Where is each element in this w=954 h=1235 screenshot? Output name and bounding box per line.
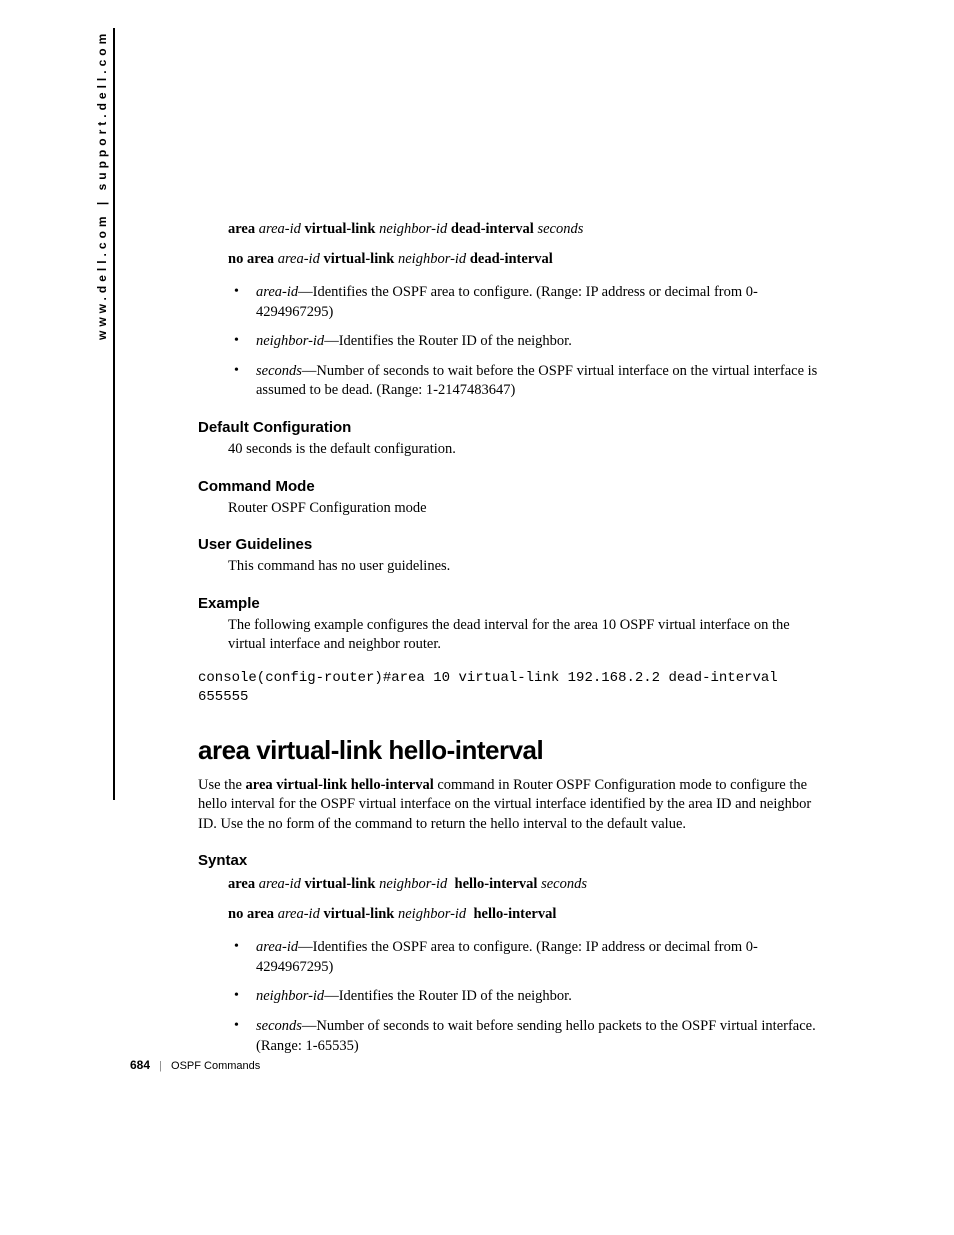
param-desc: —Identifies the OSPF area to configure. … [256, 284, 758, 320]
syntax-head: Syntax [198, 852, 823, 869]
example-body: The following example configures the dea… [228, 616, 823, 655]
arg-seconds-2: seconds [541, 876, 587, 892]
param-term: neighbor-id [256, 988, 324, 1004]
param-term: neighbor-id [256, 333, 324, 349]
arg-neighbor-id-2-no: neighbor-id [398, 906, 466, 922]
footer-section: OSPF Commands [171, 1060, 260, 1072]
syntax-line-2: area area-id virtual-link neighbor-id he… [228, 875, 823, 895]
page-content: area area-id virtual-link neighbor-id de… [198, 220, 823, 1074]
intro-bold: area virtual-link hello-interval [246, 777, 434, 793]
kw-area-2: area [228, 876, 255, 892]
param-term: area-id [256, 939, 298, 955]
param-desc: —Identifies the Router ID of the neighbo… [324, 988, 572, 1004]
arg-area-id-2-no: area-id [278, 906, 320, 922]
page-footer: 684 | OSPF Commands [130, 1058, 260, 1072]
kw-hello-no: hello-interval [473, 906, 556, 922]
param-term: seconds [256, 1018, 302, 1034]
user-guidelines-head: User Guidelines [198, 536, 823, 553]
command-mode-body: Router OSPF Configuration mode [228, 499, 823, 519]
param-desc: —Identifies the Router ID of the neighbo… [324, 333, 572, 349]
arg-seconds: seconds [537, 221, 583, 237]
default-config-body: 40 seconds is the default configuration. [228, 440, 823, 460]
param-item: seconds—Number of seconds to wait before… [228, 362, 823, 401]
arg-neighbor-id-no: neighbor-id [398, 251, 466, 267]
kw-no-area-2: no area [228, 906, 274, 922]
param-desc: —Identifies the OSPF area to configure. … [256, 939, 758, 975]
kw-vlink-no: virtual-link [323, 251, 394, 267]
kw-no-area: no area [228, 251, 274, 267]
example-head: Example [198, 595, 823, 612]
page-number: 684 [130, 1058, 150, 1072]
param-item: seconds—Number of seconds to wait before… [228, 1017, 823, 1056]
intro-pre: Use the [198, 777, 246, 793]
syntax-line-1: area area-id virtual-link neighbor-id de… [228, 220, 823, 240]
params-list-1: area-id—Identifies the OSPF area to conf… [228, 283, 823, 401]
arg-area-id-no: area-id [278, 251, 320, 267]
user-guidelines-body: This command has no user guidelines. [228, 557, 823, 577]
param-item: neighbor-id—Identifies the Router ID of … [228, 987, 823, 1007]
kw-vlink-2: virtual-link [305, 876, 376, 892]
command-intro: Use the area virtual-link hello-interval… [198, 776, 823, 835]
side-url: www.dell.com | support.dell.com [95, 30, 109, 340]
param-item: neighbor-id—Identifies the Router ID of … [228, 332, 823, 352]
arg-area-id-2: area-id [259, 876, 301, 892]
arg-area-id: area-id [259, 221, 301, 237]
kw-dead: dead-interval [451, 221, 534, 237]
param-term: seconds [256, 363, 302, 379]
param-desc: —Number of seconds to wait before the OS… [256, 363, 817, 399]
syntax-line-1-no: no area area-id virtual-link neighbor-id… [228, 250, 823, 270]
default-config-head: Default Configuration [198, 419, 823, 436]
param-term: area-id [256, 284, 298, 300]
param-item: area-id—Identifies the OSPF area to conf… [228, 283, 823, 322]
command-mode-head: Command Mode [198, 478, 823, 495]
syntax-line-2-no: no area area-id virtual-link neighbor-id… [228, 905, 823, 925]
param-desc: —Number of seconds to wait before sendin… [256, 1018, 816, 1054]
kw-vlink: virtual-link [305, 221, 376, 237]
kw-hello: hello-interval [455, 876, 538, 892]
arg-neighbor-id: neighbor-id [379, 221, 447, 237]
command-title: area virtual-link hello-interval [198, 735, 823, 766]
example-code: console(config-router)#area 10 virtual-l… [198, 669, 823, 707]
param-item: area-id—Identifies the OSPF area to conf… [228, 938, 823, 977]
params-list-2: area-id—Identifies the OSPF area to conf… [228, 938, 823, 1056]
arg-neighbor-id-2: neighbor-id [379, 876, 447, 892]
kw-vlink-2-no: virtual-link [323, 906, 394, 922]
side-rule [113, 225, 115, 455]
kw-area: area [228, 221, 255, 237]
kw-dead-no: dead-interval [470, 251, 553, 267]
footer-sep: | [159, 1060, 162, 1072]
